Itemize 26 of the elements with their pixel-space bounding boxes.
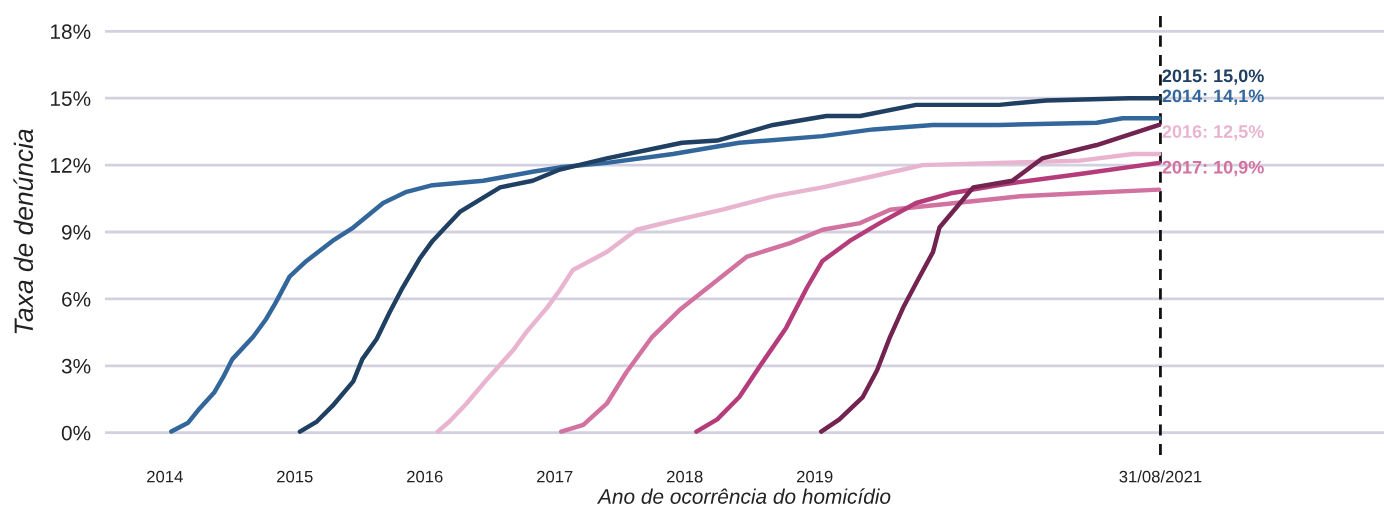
y-tick-label: 9% — [61, 225, 91, 240]
y-tick-label: 12% — [51, 158, 91, 173]
annotation: 2017: 10,9% — [1162, 160, 1264, 177]
y-tick-label: 6% — [62, 291, 91, 307]
x-tick-label: 2018 — [667, 470, 703, 483]
annotation: 2014: 14,1% — [1162, 89, 1264, 105]
line-series — [435, 151, 1162, 434]
line-series — [818, 122, 1162, 434]
line-series — [694, 160, 1162, 434]
y-tick-label: 18% — [51, 24, 91, 40]
x-tick-label: 2019 — [796, 470, 833, 483]
y-tick-label: 0% — [61, 425, 91, 441]
x-tick-label: 2016 — [407, 470, 443, 483]
x-tick-label: 2015 — [277, 470, 313, 483]
x-axis-title: Ano de ocorrência do homicídio — [596, 488, 891, 504]
x-tick-label: 2014 — [147, 470, 183, 483]
line-series — [297, 95, 1162, 434]
line-series — [169, 116, 1162, 434]
annotation: 2015: 15,0% — [1162, 69, 1264, 85]
y-tick-label: 15% — [51, 91, 91, 106]
y-axis-title: Taxa de denúncia — [13, 129, 34, 334]
annotation: 2016: 12,5% — [1162, 125, 1264, 141]
x-tick-label: 31/08/2021 — [1119, 470, 1202, 483]
y-tick-label: 3% — [61, 358, 91, 374]
x-tick-label: 2017 — [537, 470, 573, 483]
line-series — [559, 187, 1162, 434]
